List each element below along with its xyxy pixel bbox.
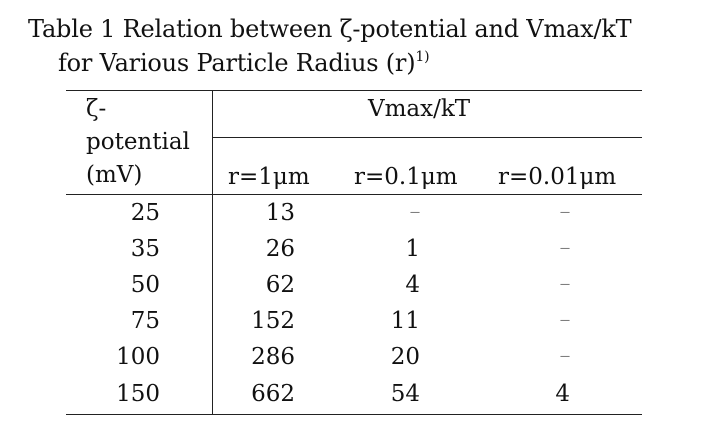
table-cell-r001: — (560, 351, 570, 362)
table-cell-r01: 54 (390, 381, 420, 407)
group-header-rule (212, 137, 642, 138)
vmax-group-header: Vmax/kT (368, 96, 471, 122)
column-header-r01: r=0.1μm (354, 164, 458, 190)
table-cell-r01: 11 (390, 308, 420, 334)
header-bottom-rule (66, 194, 642, 195)
table-cell-r001: — (560, 279, 570, 290)
column-divider (212, 90, 213, 415)
zeta-header-line-2: potential (86, 129, 190, 155)
table-cell-r001: — (560, 207, 570, 218)
table-cell-zeta: 50 (130, 272, 160, 298)
table-cell-zeta: 150 (116, 381, 160, 407)
table-cell-r1: 152 (251, 308, 295, 334)
column-header-r1: r=1μm (228, 164, 310, 190)
table-cell-r01: 1 (405, 236, 420, 262)
table-cell-r1: 662 (251, 381, 295, 407)
table-cell-r001: — (560, 243, 570, 254)
table-bottom-rule (66, 414, 642, 415)
table-cell-r01: — (410, 207, 420, 218)
zeta-header-line-1: ζ- (86, 96, 107, 122)
table-cell-r01: 4 (405, 272, 420, 298)
caption-footnote-ref: 1) (415, 49, 430, 65)
caption-line-2: for Various Particle Radius (r)1) (28, 46, 631, 80)
table-cell-r01: 20 (390, 344, 420, 370)
table-cell-r001: 4 (555, 381, 570, 407)
table-cell-r1: 13 (265, 200, 295, 226)
caption-line-1: Table 1 Relation between ζ-potential and… (28, 15, 632, 43)
zeta-header-line-3: (mV) (86, 162, 143, 188)
column-header-r001: r=0.01μm (498, 164, 617, 190)
table-cell-r1: 286 (251, 344, 295, 370)
caption-line-2-text: for Various Particle Radius (r) (58, 49, 416, 77)
table-cell-r001: — (560, 315, 570, 326)
table-top-rule (66, 90, 642, 91)
table-cell-r1: 26 (265, 236, 295, 262)
table-caption: Table 1 Relation between ζ-potential and… (28, 12, 632, 80)
table-cell-zeta: 75 (130, 308, 160, 334)
table-cell-zeta: 25 (130, 200, 160, 226)
table-cell-zeta: 100 (116, 344, 160, 370)
table-cell-r1: 62 (265, 272, 295, 298)
table-cell-zeta: 35 (130, 236, 160, 262)
